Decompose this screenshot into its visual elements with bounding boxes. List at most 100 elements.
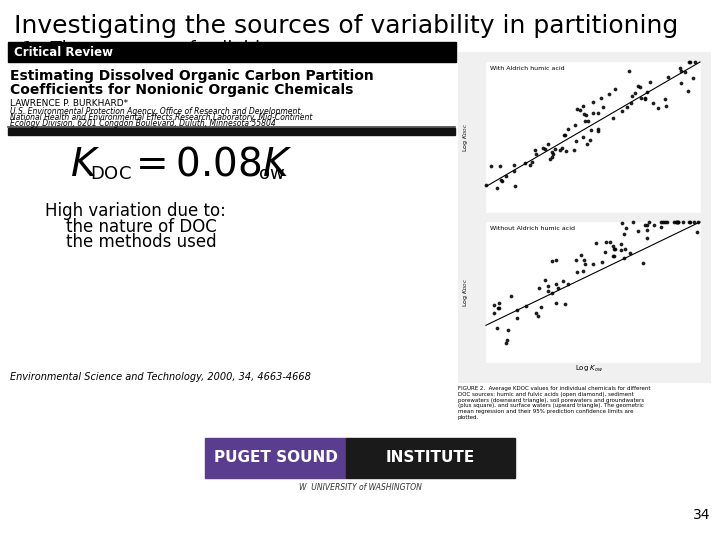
Text: Coefficients for Nonionic Organic Chemicals: Coefficients for Nonionic Organic Chemic… bbox=[10, 83, 354, 97]
Point bbox=[557, 277, 569, 286]
Point bbox=[588, 109, 599, 117]
Point bbox=[655, 218, 667, 226]
Point bbox=[574, 106, 585, 114]
Point bbox=[571, 137, 582, 146]
Point bbox=[675, 66, 686, 75]
Text: Without Aldrich humic acid: Without Aldrich humic acid bbox=[490, 226, 575, 231]
Bar bbox=[486, 62, 700, 212]
Point bbox=[559, 131, 571, 139]
Text: Environmental Science and Technology, 2000, 34, 4663-4668: Environmental Science and Technology, 20… bbox=[10, 372, 311, 382]
Point bbox=[621, 224, 632, 233]
Point bbox=[688, 218, 700, 226]
Point bbox=[590, 238, 602, 247]
Point bbox=[662, 73, 673, 82]
Point bbox=[529, 145, 541, 154]
Text: High variation due to:: High variation due to: bbox=[45, 202, 226, 220]
Bar bbox=[486, 222, 700, 362]
Point bbox=[521, 302, 532, 310]
Point bbox=[672, 218, 683, 226]
Point bbox=[495, 176, 507, 185]
Point bbox=[559, 300, 571, 309]
Point bbox=[526, 158, 537, 166]
Point bbox=[609, 245, 621, 254]
Point bbox=[492, 184, 503, 192]
Text: $\mathrm{DOC}$: $\mathrm{DOC}$ bbox=[90, 165, 132, 183]
Point bbox=[662, 218, 673, 226]
Text: With Aldrich humic acid: With Aldrich humic acid bbox=[490, 66, 564, 71]
Point bbox=[556, 143, 567, 152]
Text: PUGET SOUND: PUGET SOUND bbox=[214, 450, 338, 465]
Point bbox=[508, 160, 520, 169]
Point bbox=[685, 58, 696, 66]
Point bbox=[542, 282, 554, 291]
Point bbox=[639, 220, 651, 229]
Text: Log $K_{DOC}$: Log $K_{DOC}$ bbox=[462, 123, 470, 152]
Point bbox=[652, 104, 664, 112]
Text: Log $K_{DOC}$: Log $K_{DOC}$ bbox=[462, 278, 470, 307]
Point bbox=[485, 161, 497, 170]
Point bbox=[637, 258, 649, 267]
Text: the nature of DOC: the nature of DOC bbox=[45, 218, 217, 236]
Point bbox=[509, 166, 521, 175]
Point bbox=[580, 111, 592, 119]
Point bbox=[668, 218, 680, 226]
Point bbox=[551, 299, 562, 307]
Point bbox=[546, 152, 558, 161]
Point bbox=[578, 110, 590, 118]
Point bbox=[657, 218, 669, 226]
Point bbox=[674, 64, 685, 73]
Point bbox=[546, 289, 557, 298]
Point bbox=[538, 144, 549, 152]
Point bbox=[559, 130, 570, 139]
Point bbox=[596, 258, 608, 266]
Point bbox=[608, 242, 619, 251]
Point bbox=[683, 86, 694, 95]
Point bbox=[552, 284, 564, 292]
Point bbox=[560, 146, 572, 155]
Point bbox=[616, 106, 628, 115]
Point bbox=[575, 251, 587, 260]
Point bbox=[607, 113, 618, 122]
Point bbox=[577, 267, 588, 275]
Point bbox=[487, 308, 499, 317]
Point bbox=[531, 150, 542, 158]
Text: Investigating the sources of variability in partitioning: Investigating the sources of variability… bbox=[14, 14, 678, 38]
Point bbox=[549, 145, 561, 153]
Point bbox=[530, 308, 541, 317]
Point bbox=[685, 218, 696, 226]
Point bbox=[547, 150, 559, 158]
Point bbox=[554, 145, 565, 154]
Point bbox=[480, 180, 492, 189]
Point bbox=[641, 225, 652, 234]
Point bbox=[536, 303, 547, 312]
Point bbox=[592, 127, 603, 136]
Point bbox=[585, 126, 597, 134]
Point bbox=[675, 79, 686, 87]
Point bbox=[600, 248, 611, 256]
Point bbox=[493, 299, 505, 308]
Text: Estimating Dissolved Organic Carbon Partition: Estimating Dissolved Organic Carbon Part… bbox=[10, 69, 374, 83]
Text: W  UNIVERSITY of WASHINGTON: W UNIVERSITY of WASHINGTON bbox=[299, 483, 421, 492]
Point bbox=[581, 140, 593, 149]
Point bbox=[641, 87, 652, 96]
Text: Ecology Division, 6201 Congdon Boulevard, Duluth, Minnesota 55804: Ecology Division, 6201 Congdon Boulevard… bbox=[10, 119, 276, 128]
Point bbox=[584, 136, 595, 144]
Point bbox=[593, 109, 604, 117]
Point bbox=[569, 120, 580, 129]
Text: $\mathrm{ow}$: $\mathrm{ow}$ bbox=[258, 165, 285, 183]
Point bbox=[692, 218, 703, 226]
Point bbox=[572, 104, 583, 113]
Point bbox=[512, 313, 523, 322]
Point bbox=[519, 159, 531, 167]
Point bbox=[680, 68, 691, 76]
Text: the methods used: the methods used bbox=[45, 233, 217, 251]
Point bbox=[639, 94, 650, 103]
Point bbox=[505, 292, 516, 300]
Point bbox=[577, 132, 588, 141]
Point bbox=[593, 125, 604, 133]
Text: $= 0.08K$: $= 0.08K$ bbox=[128, 146, 292, 184]
Point bbox=[615, 246, 626, 254]
Point bbox=[629, 89, 641, 97]
Point bbox=[643, 218, 654, 226]
Point bbox=[571, 267, 582, 276]
